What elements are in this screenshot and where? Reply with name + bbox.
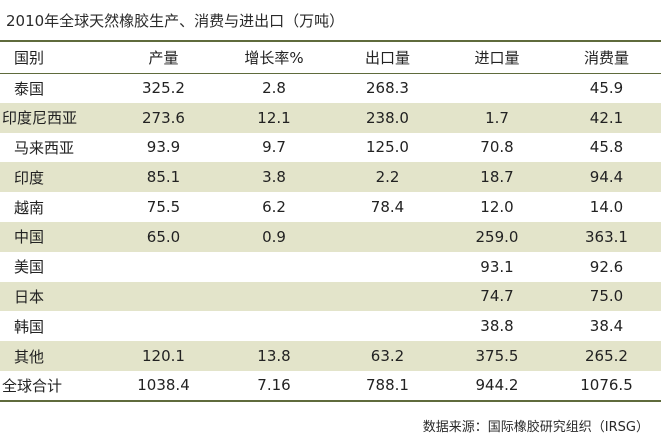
cell-country: 越南: [14, 198, 45, 217]
header-production: 产量: [112, 42, 215, 74]
cell-import: 375.5: [475, 347, 519, 366]
cell-growth: 2.8: [262, 79, 286, 98]
header-consumption: 消费量: [552, 42, 661, 74]
cell-growth: 3.8: [262, 168, 286, 187]
cell-consumption: 363.1: [585, 227, 628, 246]
cell-export: 2.2: [375, 168, 400, 187]
table-row: 日本 74.7 75.0: [0, 281, 661, 312]
cell-growth: 6.2: [262, 198, 286, 217]
cell-growth: [215, 282, 333, 312]
cell-consumption: 38.4: [589, 317, 624, 336]
cell-country: 美国: [14, 258, 45, 277]
cell-export: 125.0: [366, 138, 409, 157]
header-import: 进口量: [442, 42, 552, 74]
cell-growth: 12.1: [257, 108, 291, 127]
cell-export: [333, 252, 442, 282]
cell-consumption: 265.2: [585, 347, 628, 366]
cell-consumption: 45.8: [589, 138, 624, 157]
cell-production: 325.2: [142, 79, 185, 98]
cell-growth: 9.7: [262, 138, 286, 157]
header-export: 出口量: [333, 42, 442, 74]
cell-import: 1.7: [485, 108, 509, 127]
cell-growth: [215, 311, 333, 341]
cell-consumption: 92.6: [589, 257, 624, 276]
cell-country: 韩国: [14, 317, 45, 336]
cell-production: 65.0: [146, 227, 181, 246]
cell-export: [333, 282, 442, 312]
table-title: 2010年全球天然橡胶生产、消费与进出口（万吨）: [6, 12, 345, 30]
table-row: 美国 93.1 92.6: [0, 251, 661, 282]
cell-export: 63.2: [370, 347, 405, 366]
cell-consumption: 1076.5: [552, 370, 661, 402]
cell-export: 238.0: [366, 108, 409, 127]
cell-export: 78.4: [370, 198, 405, 217]
table-row: 其他 120.1 13.8 63.2 375.5 265.2: [0, 341, 661, 371]
cell-export: [333, 222, 442, 252]
rubber-table-container: 国别 产量 增长率% 出口量 进口量 消费量 泰国 325.2 2.8 268.3 45…: [0, 40, 661, 402]
cell-consumption: 94.4: [589, 168, 624, 187]
table-header: 国别 产量 增长率% 出口量 进口量 消费量: [0, 42, 661, 74]
cell-import: 74.7: [480, 287, 514, 306]
source-note: 数据来源：国际橡胶研究组织（IRSG）: [422, 420, 649, 435]
cell-country: 其他: [14, 347, 45, 366]
cell-growth: 7.16: [215, 370, 333, 402]
table-row: 泰国 325.2 2.8 268.3 45.9: [0, 73, 661, 103]
cell-import: 944.2: [442, 370, 552, 402]
cell-country: 中国: [14, 228, 45, 247]
cell-import: [442, 73, 552, 103]
cell-country: 印度: [14, 168, 45, 187]
header-row: 国别 产量 增长率% 出口量 进口量 消费量: [0, 42, 661, 74]
cell-production: [112, 282, 215, 312]
cell-production: [112, 252, 215, 282]
cell-production: 1038.4: [112, 370, 215, 402]
cell-import: 38.8: [480, 317, 514, 336]
table-row: 越南 75.5 6.2 78.4 12.0 14.0: [0, 192, 661, 222]
table-row: 韩国 38.8 38.4: [0, 311, 661, 342]
table-row: 中国 65.0 0.9 259.0 363.1: [0, 221, 661, 252]
cell-import: 70.8: [480, 138, 514, 157]
cell-production: 273.6: [142, 108, 185, 127]
cell-production: 75.5: [146, 198, 181, 217]
cell-production: [112, 311, 215, 341]
cell-consumption: 75.0: [589, 287, 624, 306]
cell-production: 120.1: [142, 347, 185, 366]
cell-country: 马来西亚: [14, 138, 75, 157]
cell-consumption: 14.0: [589, 198, 624, 217]
cell-export: [333, 311, 442, 341]
cell-import: 93.1: [480, 257, 514, 276]
table-row: 印度 85.1 3.8 2.2 18.7 94.4: [0, 162, 661, 193]
cell-export: 788.1: [333, 370, 442, 402]
top-rule: [0, 40, 661, 42]
rubber-table: 国别 产量 增长率% 出口量 进口量 消费量 泰国 325.2 2.8 268.3 45…: [0, 42, 661, 402]
cell-country: 泰国: [14, 79, 45, 98]
table-row: 印度尼西亚 273.6 12.1 238.0 1.7 42.1: [0, 102, 661, 133]
cell-growth: 13.8: [257, 347, 291, 366]
header-growth: 增长率%: [215, 42, 333, 74]
cell-growth: 0.9: [262, 227, 286, 246]
cell-import: 12.0: [480, 198, 514, 217]
table-body: 泰国 325.2 2.8 268.3 45.9 印度尼西亚 273.6 12.1 238.0 1.…: [0, 73, 661, 402]
cell-country: 日本: [14, 287, 45, 306]
table-row: 全球合计 1038.4 7.16 788.1 944.2 1076.5: [0, 370, 661, 402]
cell-export: 268.3: [366, 79, 409, 98]
cell-country: 全球合计: [0, 370, 112, 402]
cell-consumption: 42.1: [589, 108, 624, 127]
cell-consumption: 45.9: [589, 79, 624, 98]
cell-import: 259.0: [475, 227, 519, 246]
cell-growth: [215, 252, 333, 282]
header-country: 国别: [0, 42, 112, 74]
cell-production: 93.9: [146, 138, 181, 157]
table-row: 马来西亚 93.9 9.7 125.0 70.8 45.8: [0, 132, 661, 163]
cell-production: 85.1: [146, 168, 181, 187]
cell-import: 18.7: [480, 168, 514, 187]
cell-country: 印度尼西亚: [2, 109, 78, 128]
